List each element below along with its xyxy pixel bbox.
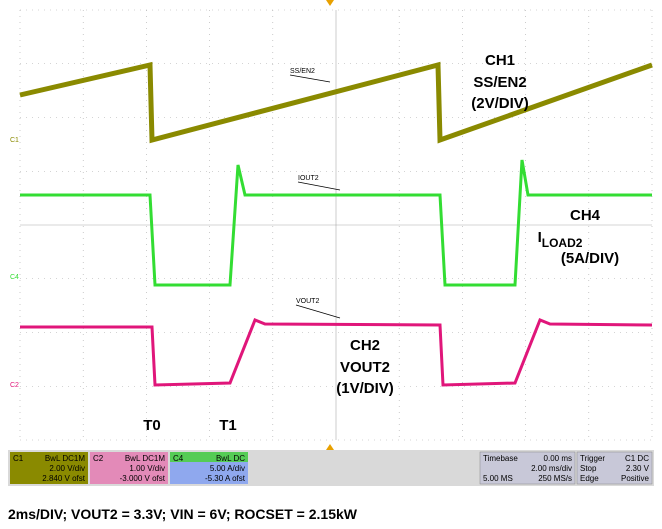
ch-tag: BwL DC1M	[45, 454, 85, 463]
ch-marker: C1	[10, 137, 19, 144]
ch2-trace	[20, 318, 653, 387]
ch1-trace	[19, 61, 653, 144]
annotation: ILOAD2	[538, 229, 583, 250]
channel-box: C4 BwL DC 5.00 A/div -5.30 A ofst	[170, 452, 248, 484]
trig-title: Trigger	[580, 454, 605, 463]
trigger-marker	[326, 0, 334, 6]
channel-box: C1 BwL DC1M 2.00 V/div 2.840 V ofst	[10, 452, 88, 484]
annotation: T0	[143, 417, 161, 434]
trig-src: C1 DC	[625, 454, 649, 463]
annotation: CH1	[485, 52, 515, 69]
trigger-box: Trigger C1 DC Stop 2.30 V Edge Positive	[576, 451, 653, 485]
ch-marker: C2	[10, 382, 19, 389]
ch-tag: BwL DC1M	[125, 454, 165, 463]
annotation: CH2	[350, 337, 380, 354]
ch-scale: 2.00 V/div	[49, 464, 85, 473]
ch-id: C4	[173, 454, 184, 463]
tb-samples: 5.00 MS	[483, 474, 513, 483]
leader	[297, 181, 341, 191]
timebase-box: Timebase 0.00 ms 2.00 ms/div 5.00 MS 250…	[479, 451, 576, 485]
trace-label: VOUT2	[296, 298, 319, 305]
channel-box: C2 BwL DC1M 1.00 V/div -3.000 V ofst	[90, 452, 168, 484]
leader	[289, 74, 331, 83]
trace-label: SS/EN2	[290, 68, 315, 75]
tb-scale: 2.00 ms/div	[531, 464, 572, 473]
grid	[19, 9, 653, 441]
ch-scale: 5.00 A/div	[210, 464, 245, 473]
ch-offset: -3.000 V ofst	[120, 474, 166, 483]
trig-type: Edge	[580, 474, 599, 483]
tb-delay: 0.00 ms	[544, 454, 572, 463]
trigger-marker	[326, 444, 334, 450]
annotation: (2V/DIV)	[471, 95, 529, 112]
ch-tag: BwL DC	[216, 454, 245, 463]
trig-level: 2.30 V	[626, 464, 650, 473]
ch-offset: -5.30 A ofst	[205, 474, 246, 483]
trace-label: IOUT2	[298, 175, 319, 182]
caption: 2ms/DIV; VOUT2 = 3.3V; VIN = 6V; ROCSET …	[8, 506, 358, 522]
tb-rate: 250 MS/s	[538, 474, 572, 483]
annotation: (1V/DIV)	[336, 380, 394, 397]
tb-title: Timebase	[483, 454, 518, 463]
screen	[10, 0, 652, 440]
annotation: T1	[219, 417, 237, 434]
ch-id: C1	[13, 454, 24, 463]
annotation: (5A/DIV)	[561, 250, 619, 267]
ch-id: C2	[93, 454, 104, 463]
ch4-trace	[20, 159, 652, 287]
ch-offset: 2.840 V ofst	[42, 474, 85, 483]
leader	[295, 304, 341, 319]
ch-scale: 1.00 V/div	[129, 464, 165, 473]
trig-slope: Positive	[621, 474, 650, 483]
trig-mode: Stop	[580, 464, 597, 473]
annotation: VOUT2	[340, 359, 390, 376]
annotation: LOAD2	[542, 236, 583, 250]
annotation: SS/EN2	[473, 74, 526, 91]
ch-marker: C4	[10, 274, 19, 281]
annotation: I	[538, 229, 542, 246]
annotation: CH4	[570, 207, 601, 224]
